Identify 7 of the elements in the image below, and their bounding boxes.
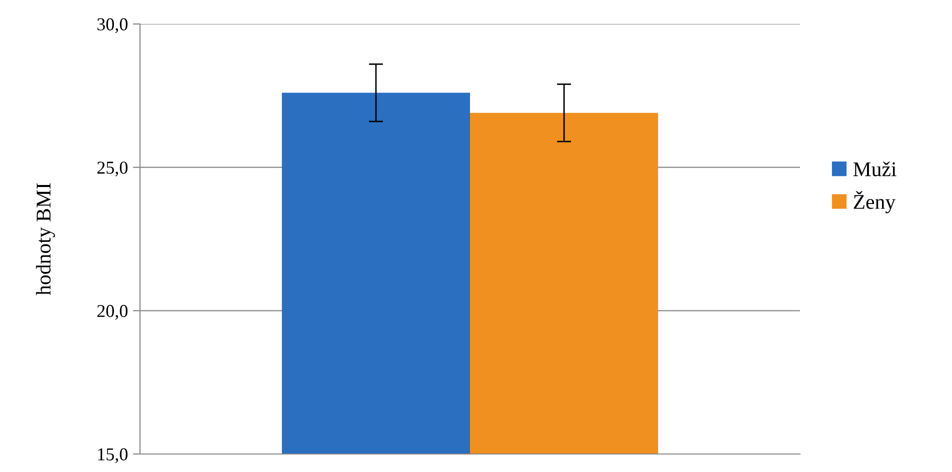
y-tick-label: 15,0	[98, 448, 128, 464]
legend-label: Muži	[853, 162, 896, 176]
y-tick-label: 30,0	[97, 18, 128, 34]
y-axis-title: hodnoty BMI	[36, 183, 55, 296]
y-tick-label: 25,0	[97, 162, 128, 176]
y-tick-label: 20,0	[97, 304, 128, 320]
legend-label: Ženy	[854, 190, 896, 214]
